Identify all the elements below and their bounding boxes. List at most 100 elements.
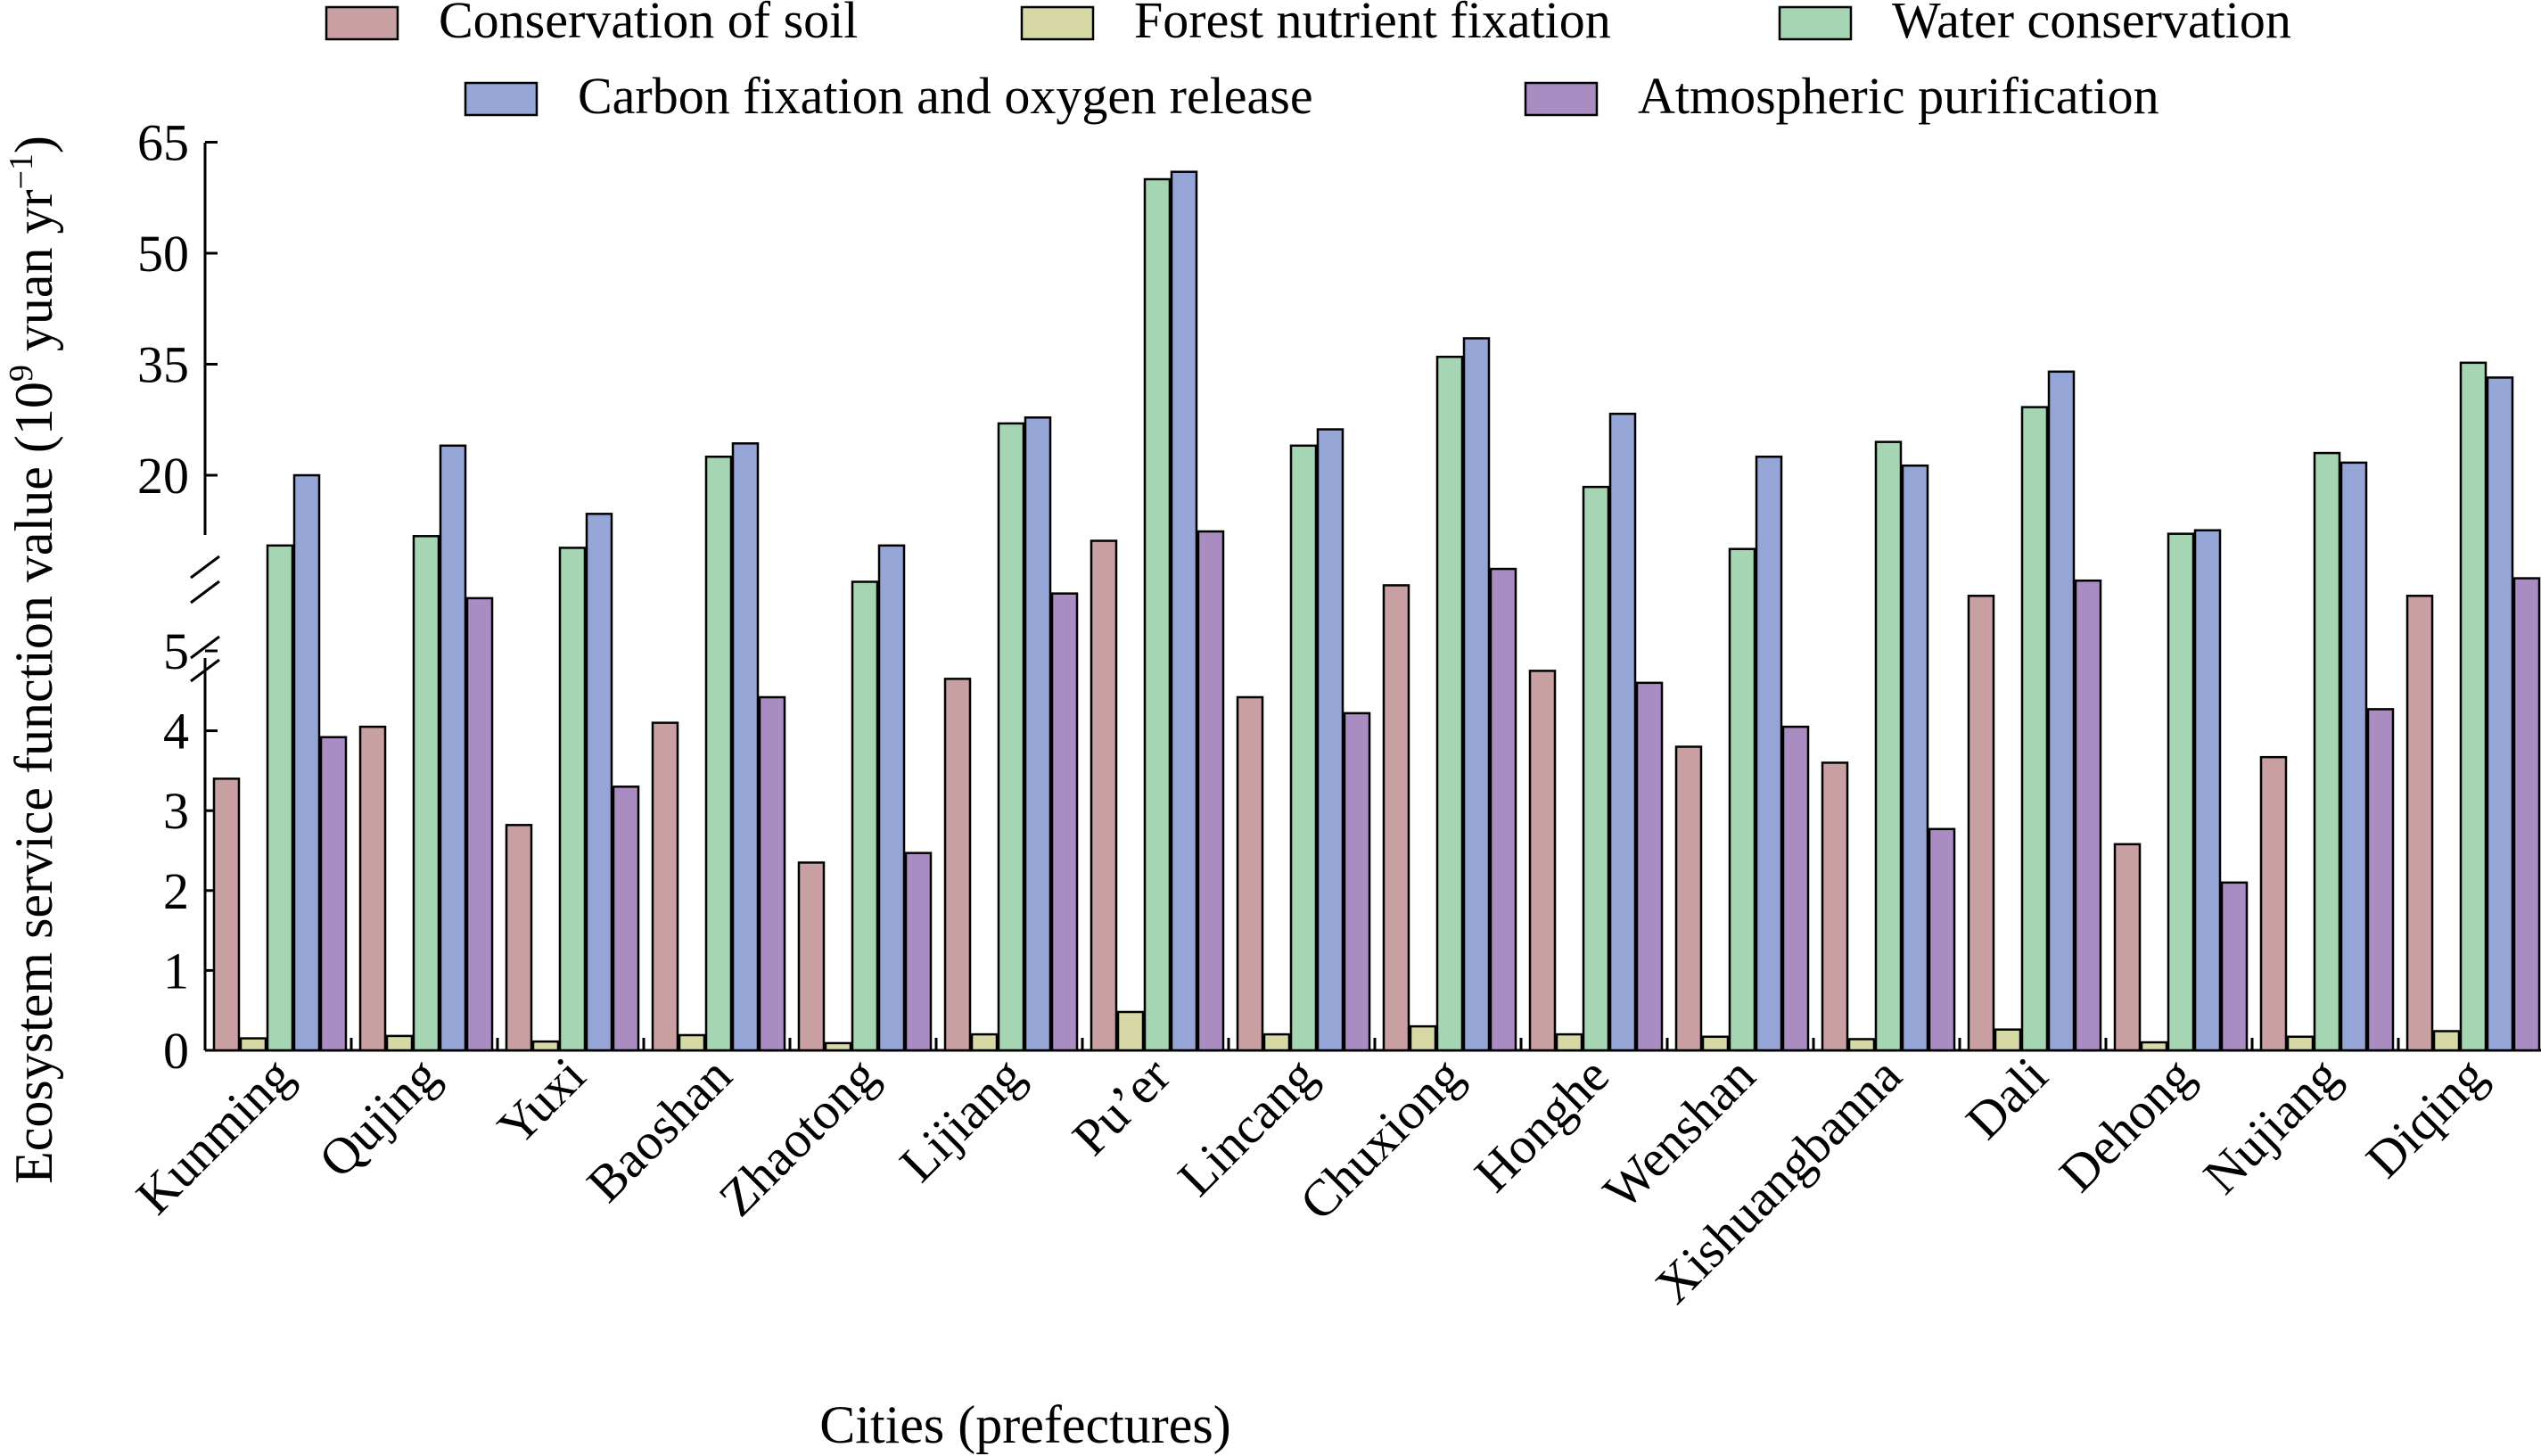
legend-swatch [1524,81,1599,117]
y-tick-label: 35 [137,336,189,394]
bar [1489,567,1517,1052]
bar [1196,530,1225,1052]
x-axis-title: Cities (prefectures) [819,1395,1230,1454]
bar [2459,361,2488,1052]
bar [1024,416,1052,1052]
bar [2313,451,2341,1052]
bar [505,824,533,1052]
bar [612,786,640,1052]
bar [1090,539,1118,1052]
legend-label: Atmospheric purification [1638,67,2159,125]
y-tick-label: 50 [137,225,189,283]
bar [1728,547,1756,1052]
category-label: Yuxi [486,1046,596,1156]
bar [412,535,440,1052]
bar [904,851,933,1052]
bar [1050,592,1079,1052]
bar [1236,695,1264,1052]
y-tick-label: 2 [163,862,189,920]
bar [797,861,826,1052]
bar [2486,376,2514,1052]
y-axis-title-sup2: −1 [3,153,40,189]
bar [1781,725,1810,1052]
bar [651,721,679,1052]
bar [2020,406,2049,1052]
bar [1901,464,1929,1052]
bar [731,442,760,1052]
bar [358,725,387,1052]
bar [1555,1032,1583,1052]
category-label: Dali [1954,1046,2059,1150]
y-axis-title-main: Ecosystem service function value (10 [4,382,63,1184]
y-ticks: 0 1 2 3 4 5 20 35 50 65 [137,114,218,1080]
legend-label: Forest nutrient fixation [1134,0,1611,49]
bar [970,1032,999,1052]
bar [758,695,786,1052]
bar [239,1037,267,1052]
category-label: Chuxiong [1288,1046,1474,1231]
bar [877,544,906,1052]
bar [1262,1032,1291,1052]
bar [531,1040,560,1052]
bar [1409,1024,1437,1052]
axis-break-mark [190,555,220,683]
bar [212,777,241,1052]
bar [997,422,1025,1052]
y-tick-label: 4 [163,703,189,761]
bar [678,1033,706,1052]
bar [1528,670,1557,1052]
y-axis-title-unit: yuan yr [4,190,63,366]
bar [2432,1030,2461,1052]
bar [1582,485,1610,1052]
y-tick-label: 20 [137,447,189,505]
category-label: Lijiang [888,1046,1034,1192]
bar [2047,370,2076,1052]
category-label: Diqing [2355,1046,2497,1189]
bar [1462,337,1491,1052]
y-tick-label: 1 [163,942,189,999]
bar [2220,881,2249,1052]
bar [1143,177,1172,1052]
category-label: Zhaotong [708,1046,889,1227]
y-axis-title-close: ) [4,136,63,153]
bar [2140,1041,2168,1052]
bars [212,170,2541,1052]
bar [2286,1035,2315,1052]
legend-label: Water conservation [1892,0,2291,49]
bar [1701,1035,1730,1052]
bar [1382,584,1410,1052]
y-tick-label: 0 [163,1022,189,1080]
bar [704,456,733,1052]
category-label: Nujiang [2192,1046,2351,1205]
bar [1116,1010,1145,1052]
bar [2512,577,2541,1052]
bar [2113,843,2142,1052]
bar [2405,595,2434,1052]
bar [824,1041,852,1052]
bar [385,1034,414,1052]
bar [1435,355,1464,1052]
bar [1170,170,1198,1052]
category-label: Pu’er [1061,1046,1181,1166]
y-tick-label: 5 [163,622,189,680]
bar [439,444,467,1052]
bar [1674,745,1703,1052]
bar [2340,461,2368,1052]
bar [292,473,321,1052]
legend-label: Carbon fixation and oxygen release [578,67,1313,125]
category-label: Qujing [308,1046,450,1189]
y-tick-label: 65 [137,114,189,172]
bar [558,547,587,1052]
bar [2259,755,2288,1052]
bar [1635,681,1664,1052]
bar [465,596,494,1052]
bar [2366,708,2395,1052]
y-tick-label: 3 [163,782,189,840]
bar [2193,529,2222,1052]
bar [266,544,294,1052]
bar [1967,595,1995,1052]
legend: Conservation of soil Forest nutrient fixa… [325,0,2291,125]
bar [1821,761,1849,1052]
